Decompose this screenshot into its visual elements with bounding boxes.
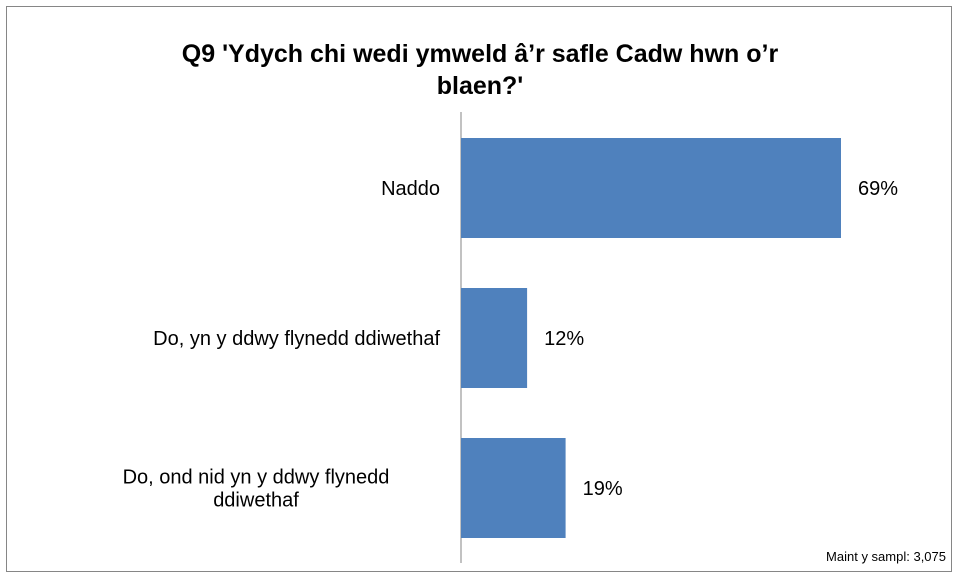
category-label-line: Do, ond nid yn y ddwy flynedd (123, 467, 390, 489)
data-label-0: 69% (858, 178, 898, 200)
data-label-1: 12% (544, 328, 584, 350)
sample-size-note: Maint y sampl: 3,075 (826, 549, 946, 564)
data-label-2: 19% (583, 478, 623, 500)
category-label-0: Naddo (381, 178, 440, 200)
bar-0 (461, 138, 841, 238)
category-label-2: Do, ond nid yn y ddwy flynedd ddiwethaf (123, 467, 390, 512)
category-label-1: Do, yn y ddwy flynedd ddiwethaf (153, 328, 440, 350)
category-label-line: ddiwethaf (213, 490, 299, 512)
bar-1 (461, 288, 528, 388)
bars-layer: 69% Naddo 12% Do, yn y ddwy flynedd ddiweth… (123, 138, 898, 538)
chart-title: Q9 'Ydych chi wedi ymweld â’r safle Cadw… (0, 38, 960, 102)
category-label-line: Do, yn y ddwy flynedd ddiwethaf (153, 328, 440, 350)
bar-2 (461, 438, 566, 538)
chart-title-line-1: Q9 'Ydych chi wedi ymweld â’r safle Cadw… (181, 40, 779, 68)
chart-title-line-2: blaen?' (436, 72, 524, 100)
category-label-line: Naddo (381, 178, 440, 200)
